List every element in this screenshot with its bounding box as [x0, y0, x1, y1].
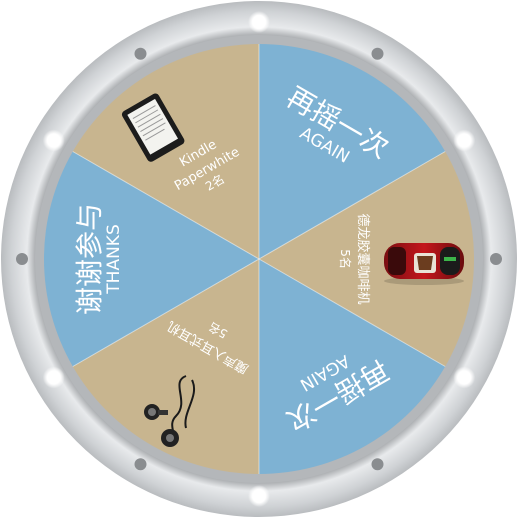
rim-bulb-light — [253, 16, 265, 28]
kindle-icon — [121, 93, 185, 162]
rim-bulb-dark — [16, 253, 28, 265]
rim-bulb-dark — [490, 253, 502, 265]
segment-divider — [72, 151, 260, 260]
segment-again-bottom-slice — [259, 259, 446, 474]
segment-thanks-subtitle: THANKS — [104, 224, 124, 294]
segment-divider — [72, 258, 260, 367]
rim-bulb-light — [253, 490, 265, 502]
rim-bulb-light — [458, 371, 471, 384]
segment-thanks: 谢谢参与 THANKS — [73, 203, 124, 315]
rim-bulbs — [16, 11, 502, 507]
rim-bulb-light — [458, 134, 471, 147]
segment-again-top-slice — [259, 44, 446, 259]
segment-coffee-title: 德龙胶囊咖啡机 — [355, 213, 371, 304]
segment-divider — [258, 258, 446, 367]
rim-bulb-light — [47, 134, 60, 147]
segment-divider — [258, 151, 446, 260]
rim-bulb-dark — [134, 47, 147, 60]
rim-bulb-dark — [371, 47, 384, 60]
segment-thanks-slice — [43, 151, 259, 367]
rim-bulb-light — [47, 371, 60, 384]
earphones-icon — [144, 375, 195, 447]
segment-coffee-slice — [259, 151, 474, 367]
segment-coffee: 德龙胶囊咖啡机 5名 — [338, 213, 371, 304]
segment-coffee-count: 5名 — [338, 249, 353, 269]
coffee-machine-icon — [384, 243, 464, 285]
rim-bulb-dark — [371, 458, 384, 471]
rim-bulb-dark — [134, 458, 147, 471]
segment-thanks-title: 谢谢参与 — [73, 203, 106, 315]
segment-earphones-slice — [72, 259, 259, 474]
